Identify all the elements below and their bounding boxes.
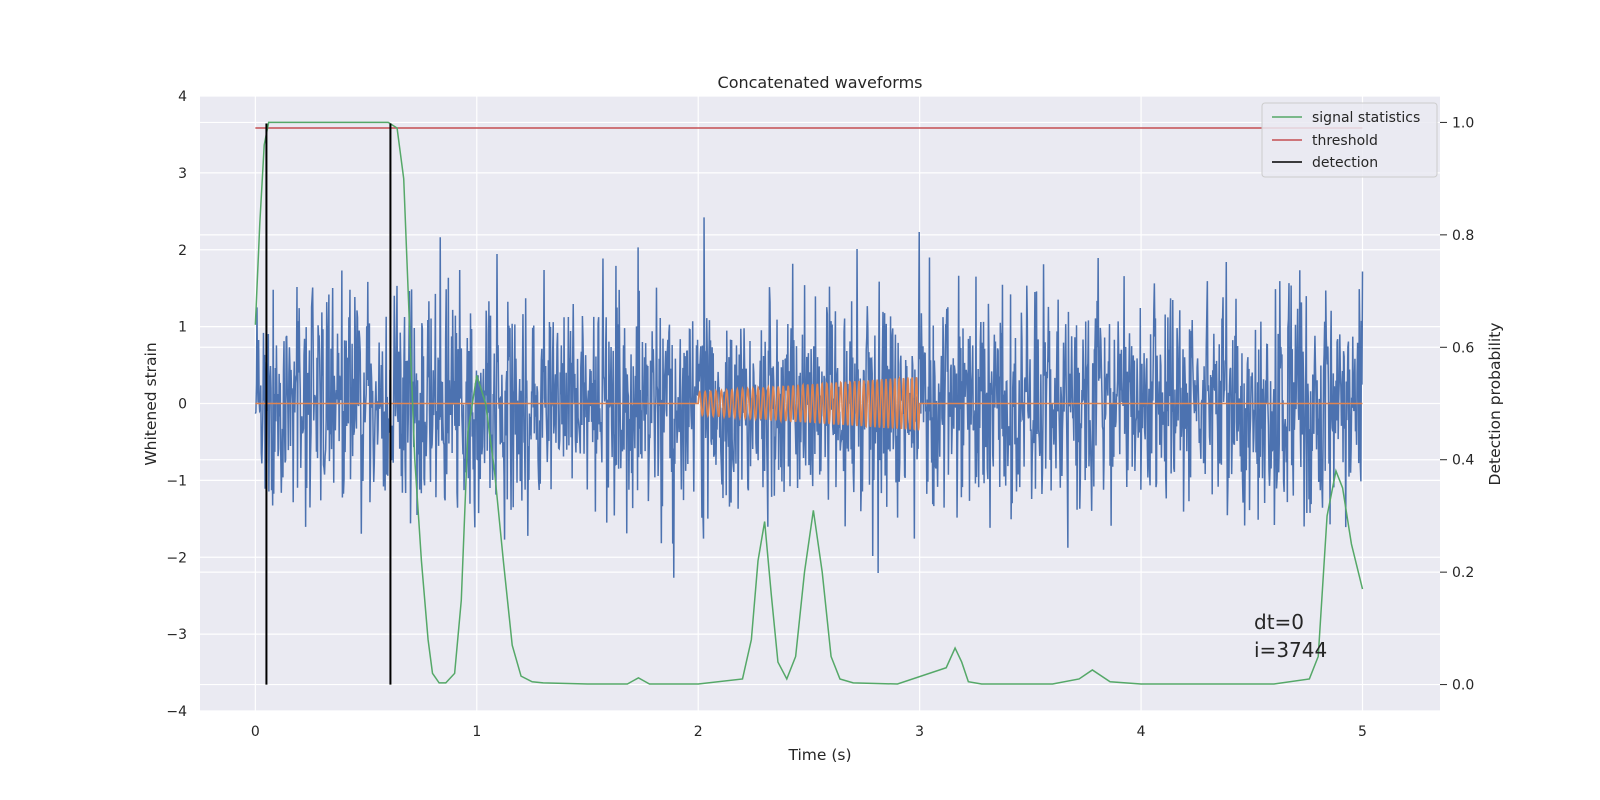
legend-label-signal-statistics: signal statistics	[1312, 110, 1420, 126]
y-tick-label: 3	[178, 166, 187, 182]
y-axis-label: Whitened strain	[142, 342, 160, 465]
detection-series	[265, 123, 392, 685]
x-tick-label: 3	[915, 724, 924, 740]
y2-tick-label: 0.4	[1452, 453, 1474, 469]
left-tick-labels: −4 −3 −2 −1 0 1 2 3 4	[166, 89, 187, 720]
x-tick-labels: 0 1 2 3 4 5	[251, 724, 1367, 740]
y-tick-label: 0	[178, 397, 187, 413]
strain-noise-series	[254, 217, 1364, 578]
y2-tick-label: 0.0	[1452, 678, 1474, 694]
right-tick-labels: 0.0 0.2 0.4 0.6 0.8 1.0	[1440, 115, 1474, 694]
injected-signal-series	[255, 375, 1363, 431]
annotation-index: i=3744	[1254, 638, 1327, 662]
y2-tick-label: 0.2	[1452, 565, 1474, 581]
x-tick-label: 5	[1358, 724, 1367, 740]
legend-label-threshold: threshold	[1312, 133, 1378, 149]
y-tick-label: −3	[166, 627, 187, 643]
legend-label-detection: detection	[1312, 155, 1378, 171]
y2-axis-label: Detection probability	[1486, 323, 1504, 486]
y-tick-label: −4	[166, 704, 187, 720]
x-tick-label: 0	[251, 724, 260, 740]
y2-tick-label: 1.0	[1452, 115, 1474, 131]
y-tick-label: 4	[178, 89, 187, 105]
x-tick-label: 1	[472, 724, 481, 740]
y-tick-label: −1	[166, 473, 187, 489]
x-tick-label: 2	[694, 724, 703, 740]
x-tick-label: 4	[1137, 724, 1146, 740]
legend: signal statistics threshold detection	[1261, 102, 1438, 178]
x-axis-label: Time (s)	[787, 746, 851, 764]
y-tick-label: 1	[178, 320, 187, 336]
y2-tick-label: 0.6	[1452, 340, 1474, 356]
y-tick-label: −2	[166, 550, 187, 566]
signal-statistics-series	[254, 121, 1364, 685]
y2-tick-label: 0.8	[1452, 228, 1474, 244]
legend-box	[1261, 102, 1438, 178]
chart-title: Concatenated waveforms	[718, 73, 923, 92]
annotation-dt: dt=0	[1254, 610, 1304, 634]
y-tick-label: 2	[178, 243, 187, 259]
